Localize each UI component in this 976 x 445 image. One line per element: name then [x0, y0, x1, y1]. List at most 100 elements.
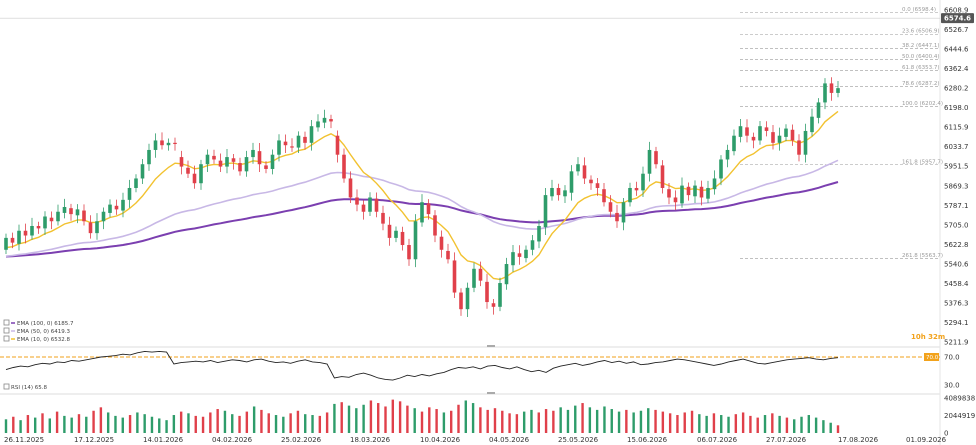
volume-bar-35	[260, 409, 263, 433]
volume-bar-51	[377, 403, 380, 433]
volume-bar-60	[442, 412, 446, 433]
volume-bar-54	[398, 401, 402, 433]
candle-body-110	[719, 159, 723, 179]
x-tick-7: 04.05.2026	[489, 436, 530, 444]
volume-bar-81	[595, 409, 599, 433]
volume-bar-95	[698, 414, 701, 433]
legend-rsi-gear-icon[interactable]	[3, 383, 10, 390]
legend-rsi[interactable]: RSI (14) 65.8	[3, 383, 47, 391]
volume-bar-27	[201, 416, 205, 433]
volume-bar-58	[428, 407, 431, 433]
candle-body-100	[654, 151, 658, 165]
x-tick-0: 26.11.2025	[4, 436, 44, 444]
candle-body-58	[381, 212, 385, 224]
candle-body-5	[36, 226, 41, 229]
volume-bar-99	[727, 416, 730, 433]
price-tick-1: 6526.7	[944, 26, 969, 34]
volume-bar-10	[77, 414, 81, 433]
candle-countdown: 10h 32m	[911, 333, 945, 341]
volume-bar-20	[150, 416, 154, 433]
legend-ema10-gear-icon[interactable]	[3, 335, 10, 342]
volume-bar-114	[836, 425, 840, 433]
candle-body-24	[160, 140, 164, 146]
volume-bar-84	[617, 411, 621, 433]
candle-body-2	[17, 230, 21, 244]
candle-body-72	[472, 268, 476, 288]
candle-body-21	[140, 164, 145, 179]
candle-body-111	[725, 149, 730, 160]
price-tick-0: 6608.9	[944, 7, 969, 15]
candle-body-32	[212, 155, 216, 160]
legend-ema10[interactable]: EMA (10, 0) 6532.8	[3, 335, 71, 343]
candle-body-78	[511, 252, 515, 266]
volume-bar-83	[610, 409, 613, 433]
volume-bar-43	[318, 415, 322, 433]
volume-divider-handle[interactable]	[487, 392, 495, 394]
volume-bar-106	[778, 415, 781, 433]
candle-body-46	[303, 136, 307, 143]
volume-bar-41	[304, 414, 307, 433]
candle-body-106	[693, 185, 697, 197]
volume-bar-96	[705, 415, 708, 433]
volume-bar-39	[289, 413, 292, 433]
candle-body-87	[569, 171, 574, 193]
volume-bar-53	[391, 399, 395, 433]
rsi-divider-handle[interactable]	[487, 345, 495, 347]
candle-body-76	[498, 283, 502, 307]
candle-body-45	[296, 135, 301, 148]
candle-body-125	[816, 102, 821, 118]
candle-body-63	[413, 221, 418, 260]
candle-body-88	[576, 164, 580, 172]
volume-bar-21	[158, 418, 161, 433]
candle-body-48	[316, 121, 320, 128]
volume-bar-22	[165, 420, 168, 433]
volume-bar-110	[807, 415, 811, 433]
fib-label-2: 38.2 (6447.1)	[902, 43, 940, 49]
x-tick-9: 15.06.2026	[627, 436, 668, 444]
volume-bar-46	[340, 402, 343, 433]
volume-bar-109	[800, 416, 803, 433]
x-tick-2: 14.01.2026	[143, 436, 184, 444]
candle-body-65	[426, 203, 431, 215]
volume-bar-57	[420, 411, 424, 433]
candle-body-50	[329, 119, 333, 122]
volume-bar-52	[384, 406, 387, 433]
candle-body-108	[706, 187, 710, 199]
volume-bar-89	[654, 409, 657, 433]
volume-bar-103	[756, 417, 759, 433]
candle-body-127	[829, 83, 834, 93]
candle-body-52	[342, 154, 346, 179]
candle-body-112	[732, 135, 736, 152]
legend-ema50[interactable]: EMA (50, 0) 6419.3	[3, 327, 71, 335]
candle-body-95	[621, 202, 626, 223]
volume-bar-79	[581, 403, 584, 433]
candle-body-80	[524, 249, 528, 259]
legend-ema100[interactable]: EMA (100, 0) 6185.7	[3, 319, 74, 327]
volume-bar-101	[741, 412, 745, 433]
candle-body-79	[517, 253, 522, 257]
candle-body-75	[491, 303, 496, 307]
volume-tick-1: 2044919	[944, 412, 975, 420]
volume-bar-42	[311, 415, 314, 433]
candle-body-38	[251, 149, 255, 158]
volume-bar-17	[128, 415, 132, 433]
candle-body-101	[660, 165, 665, 188]
candle-body-6	[43, 216, 47, 229]
volume-bar-11	[85, 416, 88, 433]
volume-bar-62	[457, 404, 460, 433]
volume-bar-55	[406, 405, 409, 433]
candle-body-53	[348, 178, 353, 198]
volume-bar-61	[449, 410, 453, 433]
x-tick-1: 17.12.2025	[74, 436, 114, 444]
volume-bar-74	[544, 409, 548, 433]
volume-bar-112	[822, 420, 825, 433]
candle-body-81	[530, 240, 535, 250]
volume-bar-50	[369, 400, 373, 433]
candle-body-98	[641, 173, 645, 191]
volume-bar-98	[720, 415, 723, 433]
legend-ema50-gear-icon[interactable]	[3, 327, 10, 334]
legend-ema100-gear-icon[interactable]	[3, 319, 10, 326]
volume-bar-80	[588, 407, 592, 433]
rsi-ref-tag-label: 70.0	[926, 355, 939, 361]
volume-bar-6	[48, 418, 51, 433]
